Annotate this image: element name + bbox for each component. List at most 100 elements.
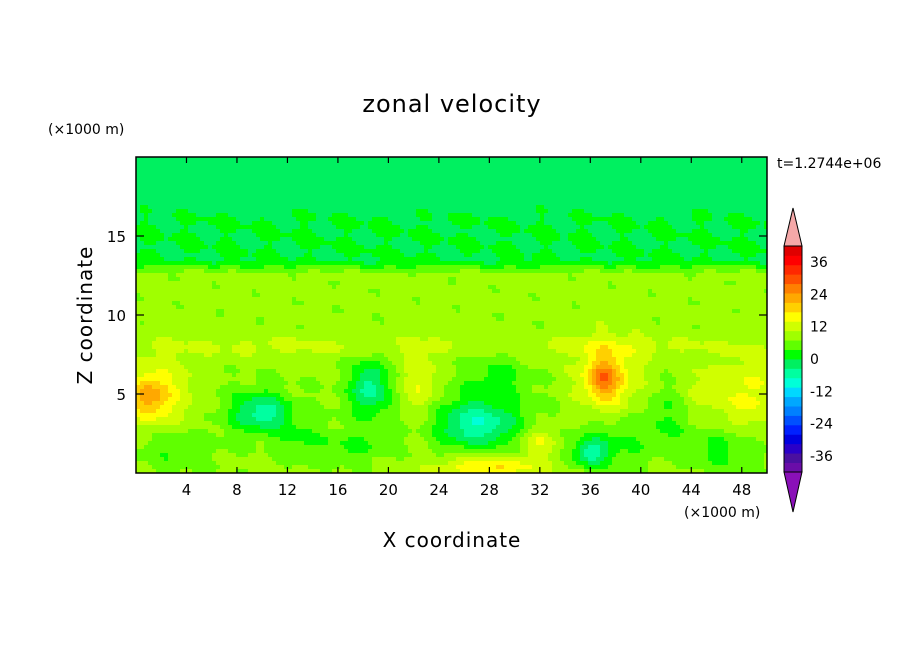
field-cell [516, 245, 521, 250]
field-cell [360, 197, 365, 202]
field-cell [572, 221, 577, 226]
field-cell [640, 197, 645, 202]
field-cell [296, 157, 301, 162]
field-cell [692, 269, 697, 274]
field-cell [484, 249, 489, 254]
field-cell [312, 233, 317, 238]
field-cell [540, 185, 545, 190]
field-cell [168, 221, 173, 226]
field-cell [620, 257, 625, 262]
field-cell [440, 197, 445, 202]
field-cell [640, 225, 645, 230]
field-cell [516, 165, 521, 170]
field-cell [364, 177, 369, 182]
field-cell [296, 237, 301, 242]
field-cell [352, 173, 357, 178]
field-cell [492, 181, 497, 186]
field-cell [764, 177, 767, 182]
field-cell [664, 253, 669, 258]
field-cell [224, 265, 229, 270]
field-cell [484, 197, 489, 202]
field-cell [296, 225, 301, 230]
field-cell [376, 217, 381, 222]
field-cell [408, 197, 413, 202]
field-cell [288, 257, 293, 262]
field-cell [372, 177, 377, 182]
field-cell [736, 229, 741, 234]
field-cell [592, 165, 597, 170]
field-cell [760, 157, 765, 162]
field-cell [148, 277, 153, 282]
field-cell [572, 173, 577, 178]
field-cell [304, 225, 309, 230]
field-cell [580, 257, 585, 262]
field-cell [180, 269, 185, 274]
field-cell [156, 281, 161, 286]
field-cell [560, 225, 565, 230]
field-cell [300, 277, 305, 282]
field-cell [368, 265, 373, 270]
field-cell [232, 277, 237, 282]
field-cell [456, 221, 461, 226]
field-cell [212, 217, 217, 222]
field-cell [424, 253, 429, 258]
field-cell [460, 205, 465, 210]
field-cell [456, 161, 461, 166]
field-cell [300, 181, 305, 186]
field-cell [580, 201, 585, 206]
field-cell [536, 237, 541, 242]
field-cell [320, 261, 325, 266]
field-cell [304, 197, 309, 202]
field-cell [376, 213, 381, 218]
field-cell [248, 221, 253, 226]
field-cell [176, 181, 181, 186]
field-cell [172, 181, 177, 186]
field-cell [328, 249, 333, 254]
field-cell [672, 213, 677, 218]
field-cell [400, 209, 405, 214]
field-cell [356, 249, 361, 254]
field-cell [196, 161, 201, 166]
field-cell [480, 193, 485, 198]
field-cell [624, 197, 629, 202]
field-cell [592, 157, 597, 162]
field-cell [272, 269, 277, 274]
field-cell [760, 249, 765, 254]
field-cell [736, 241, 741, 246]
field-cell [548, 229, 553, 234]
field-cell [456, 229, 461, 234]
field-cell [764, 269, 767, 274]
field-cell [472, 161, 477, 166]
field-cell [432, 161, 437, 166]
field-cell [304, 277, 309, 282]
field-cell [580, 277, 585, 282]
field-cell [356, 261, 361, 266]
field-cell [692, 217, 697, 222]
field-cell [180, 225, 185, 230]
field-cell [348, 277, 353, 282]
field-cell [664, 261, 669, 266]
field-cell [580, 229, 585, 234]
field-cell [264, 193, 269, 198]
field-cell [744, 233, 749, 238]
field-cell [440, 265, 445, 270]
field-cell [300, 229, 305, 234]
field-cell [556, 269, 561, 274]
field-cell [476, 197, 481, 202]
field-cell [636, 161, 641, 166]
field-cell [600, 181, 605, 186]
field-cell [556, 173, 561, 178]
field-cell [544, 185, 549, 190]
field-cell [160, 277, 165, 282]
field-cell [660, 177, 665, 182]
field-cell [424, 241, 429, 246]
field-cell [636, 217, 641, 222]
field-cell [400, 157, 405, 162]
field-cell [356, 193, 361, 198]
field-cell [184, 245, 189, 250]
field-cell [440, 177, 445, 182]
field-cell [368, 209, 373, 214]
field-cell [436, 197, 441, 202]
field-cell [640, 173, 645, 178]
field-cell [204, 273, 209, 278]
